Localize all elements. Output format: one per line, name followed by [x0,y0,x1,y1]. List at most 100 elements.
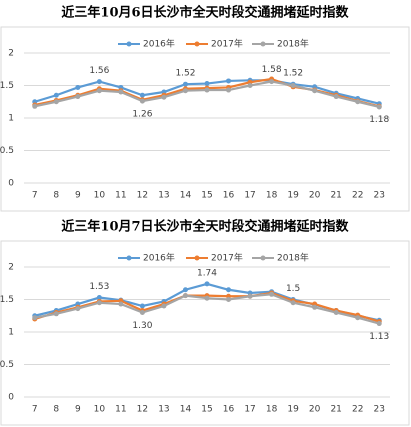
point [139,98,145,104]
series-line [34,282,380,322]
x-tick-label: 22 [352,405,363,415]
point [32,315,38,321]
point [182,287,188,293]
x-tick-label: 16 [223,405,235,415]
y-tick-label: 1.5 [0,81,14,91]
point [290,300,296,306]
x-tick-label: 21 [330,405,341,415]
x-tick-label: 21 [330,191,341,201]
chart-frame [0,26,410,212]
point [312,304,318,310]
x-tick-label: 14 [180,191,192,201]
point [182,81,188,87]
chart-frame [0,240,410,426]
x-tick-label: 19 [287,405,299,415]
x-tick-label: 20 [309,405,321,415]
point [182,88,188,94]
x-tick-label: 18 [266,405,278,415]
legend-marker [194,41,200,47]
point [204,87,210,93]
x-tick-label: 17 [244,191,255,201]
y-tick-label: 1.5 [0,295,14,305]
legend-label: 2017年 [211,38,243,50]
value-label: 1.53 [89,282,109,292]
legend-marker [194,255,200,261]
point [161,303,167,309]
point [247,83,253,88]
value-label: 1.13 [369,332,389,342]
point [333,94,339,100]
y-tick-label: 2 [8,49,14,59]
x-tick-label: 7 [32,191,38,201]
value-label: 1.56 [89,66,109,76]
x-tick-label: 13 [158,405,169,415]
point [75,94,81,100]
legend-marker [126,255,132,261]
x-tick-label: 13 [158,191,169,201]
point [96,300,102,306]
point [333,310,339,315]
x-tick-label: 8 [53,405,59,415]
point [226,287,232,293]
point [96,79,102,85]
point [204,81,210,87]
x-tick-label: 22 [352,191,363,201]
point [226,78,232,84]
x-tick-label: 11 [115,191,126,201]
value-label: 1.58 [262,65,282,75]
point [290,83,296,88]
legend-marker [260,41,266,47]
y-tick-label: 1 [8,114,14,124]
x-tick-label: 9 [75,191,81,201]
x-tick-label: 18 [266,191,278,201]
x-tick-label: 23 [374,191,385,201]
point [312,88,318,94]
point [161,94,167,100]
point [53,99,59,105]
y-tick-label: 0 [8,179,14,189]
point [269,79,275,85]
x-tick-label: 10 [94,405,106,415]
point [376,104,382,110]
point [204,295,210,301]
x-tick-label: 7 [32,405,38,415]
point [355,315,361,321]
x-tick-label: 16 [223,191,235,201]
point [75,306,81,312]
point [269,291,275,297]
point [75,84,81,90]
legend-label: 2018年 [277,252,309,264]
point [226,297,232,302]
value-label: 1.30 [132,321,152,331]
value-label: 1.5 [286,284,300,294]
point [118,301,124,307]
point [96,295,102,301]
x-tick-label: 14 [180,405,192,415]
legend-label: 2016年 [143,38,175,50]
x-tick-label: 20 [309,191,321,201]
y-tick-label: 0 [8,393,14,403]
x-tick-label: 19 [287,191,299,201]
point [376,321,382,327]
legend-label: 2017年 [211,252,243,264]
x-tick-label: 10 [94,191,106,201]
point [139,92,145,98]
point [204,281,210,287]
point [118,89,124,95]
point [355,99,361,105]
point [96,88,102,94]
x-tick-label: 12 [137,191,148,201]
x-tick-label: 15 [201,191,212,201]
y-tick-label: 0.5 [0,360,14,370]
legend-marker [260,255,266,261]
value-label: 1.52 [175,69,195,79]
point [139,310,145,315]
point [53,311,59,317]
point [226,87,232,93]
value-label: 1.74 [197,268,217,278]
x-tick-label: 8 [53,191,59,201]
x-tick-label: 15 [201,405,212,415]
point [139,303,145,309]
y-tick-label: 2 [8,263,14,273]
